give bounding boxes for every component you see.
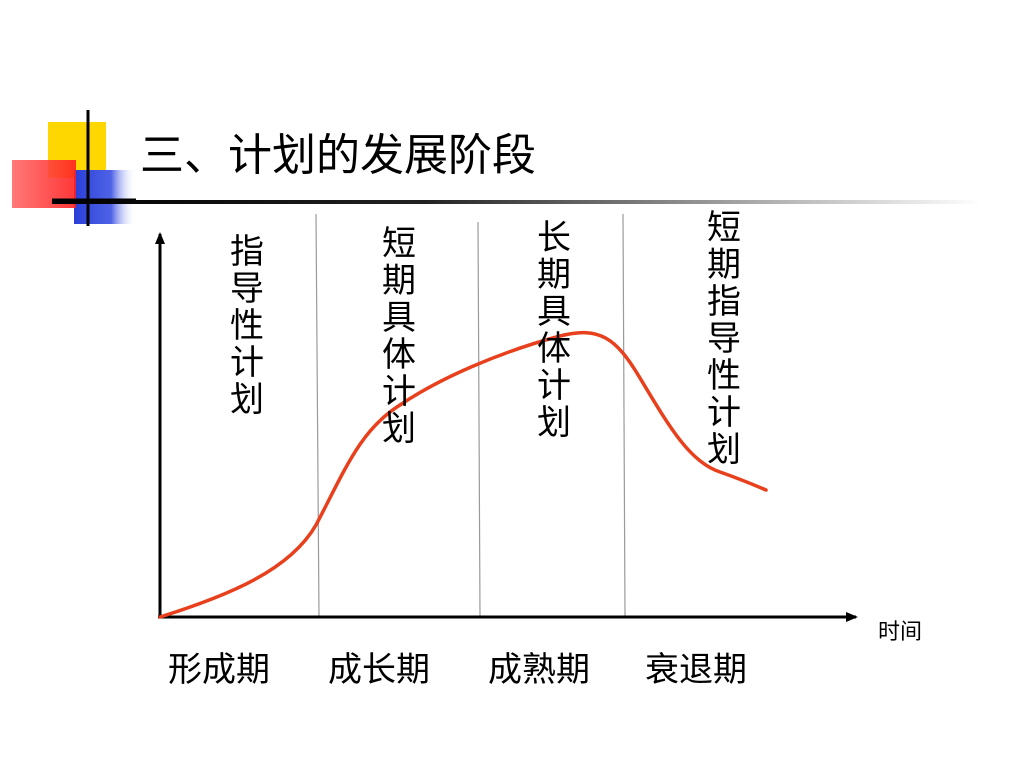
plan-label-long-term-specific: 长期具体计划	[537, 218, 571, 443]
stage-label-maturity: 成熟期	[488, 650, 590, 690]
blue-square	[74, 170, 136, 224]
stage-divider	[477, 221, 481, 617]
plan-label-guiding: 指导性计划	[230, 232, 264, 420]
plan-label-short-term-specific: 短期具体计划	[382, 224, 416, 449]
slide-title: 三、计划的发展阶段	[140, 130, 536, 181]
stage-label-growth: 成长期	[328, 650, 430, 690]
title-underline	[52, 200, 982, 204]
stage-divider	[622, 213, 626, 617]
decorative-logo	[12, 110, 136, 226]
plan-label-short-term-guiding: 短期指导性计划	[707, 208, 741, 470]
stage-label-formation: 形成期	[168, 650, 270, 690]
stage-divider	[315, 213, 320, 617]
stage-label-decline: 衰退期	[645, 650, 747, 690]
x-axis-label: 时间	[878, 620, 923, 645]
